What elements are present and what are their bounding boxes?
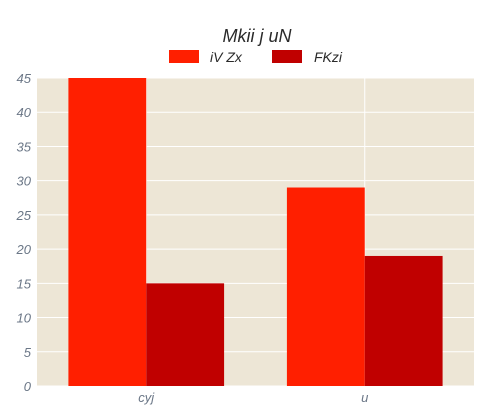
bars [68, 78, 443, 386]
y-tick-label: 15 [17, 276, 32, 291]
bar-iv-zx-u [286, 187, 365, 386]
y-tick-label: 20 [16, 242, 32, 257]
y-tick-label: 25 [16, 208, 32, 223]
x-tick-label: cyj [138, 390, 155, 405]
x-tick-label: u [361, 390, 368, 405]
y-tick-label: 35 [17, 139, 32, 154]
x-axis-ticks: cyj u [138, 390, 368, 405]
y-tick-label: 40 [17, 105, 32, 120]
legend-swatch-fkzi [272, 50, 302, 63]
bar-fkzi-cyj [146, 283, 225, 386]
y-tick-label: 5 [24, 345, 32, 360]
legend: iV Zx FKzi [169, 49, 343, 65]
legend-label-iv-zx: iV Zx [210, 49, 243, 65]
y-tick-label: 10 [17, 311, 32, 326]
legend-label-fkzi: FKzi [314, 49, 343, 65]
legend-swatch-iv-zx [169, 50, 199, 63]
y-tick-label: 0 [24, 379, 32, 394]
bar-fkzi-u [364, 255, 443, 386]
y-tick-label: 30 [17, 174, 32, 189]
y-tick-label: 45 [17, 71, 32, 86]
bar-iv-zx-cyj [68, 78, 147, 386]
y-axis-ticks: 0 5 10 15 20 25 30 35 40 45 [16, 71, 32, 394]
chart-title: Mkii j uN [222, 26, 292, 46]
